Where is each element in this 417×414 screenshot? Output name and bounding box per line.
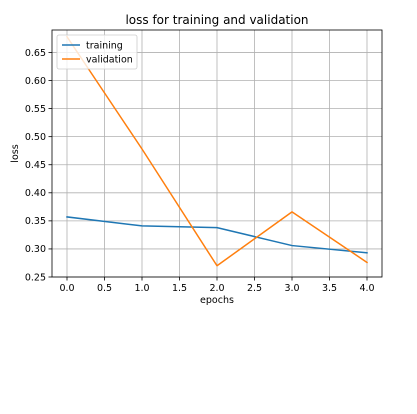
x-tick-label: 0.5 xyxy=(97,283,112,294)
legend-box xyxy=(56,34,138,70)
y-tick-label: 0.60 xyxy=(25,76,46,87)
y-axis-label: loss xyxy=(10,144,21,162)
series-line-training xyxy=(66,216,368,254)
axis-ticks: 0.0 0.5 1.0 1.5 2.0 2.5 3.0 3.5 4.0 0.25 0.30 0.35 0… xyxy=(25,48,375,294)
legend: training validation xyxy=(56,34,138,70)
series-line-validation xyxy=(65,35,369,267)
grid-lines xyxy=(52,30,382,278)
x-tick-label: 3.5 xyxy=(322,283,337,294)
y-tick-label: 0.40 xyxy=(25,188,46,199)
series-lines xyxy=(65,35,369,267)
legend-label-training: training xyxy=(86,40,123,51)
chart-title: loss for training and validation xyxy=(125,13,308,27)
y-tick-label: 0.55 xyxy=(25,104,46,115)
y-tick-label: 0.30 xyxy=(25,244,46,255)
x-tick-label: 0.0 xyxy=(59,283,74,294)
y-tick-label: 0.45 xyxy=(25,160,46,171)
x-tick-label: 2.0 xyxy=(209,283,224,294)
y-tick-label: 0.25 xyxy=(25,272,46,283)
x-tick-label: 1.0 xyxy=(134,283,149,294)
x-tick-label: 2.5 xyxy=(247,283,262,294)
x-tick-label: 3.0 xyxy=(284,283,299,294)
y-tick-label: 0.35 xyxy=(25,216,46,227)
y-tick-label: 0.65 xyxy=(25,48,46,59)
legend-label-validation: validation xyxy=(86,54,133,65)
x-tick-label: 4.0 xyxy=(359,283,374,294)
x-tick-label: 1.5 xyxy=(172,283,187,294)
x-axis-label: epochs xyxy=(200,295,234,306)
y-tick-label: 0.50 xyxy=(25,132,46,143)
